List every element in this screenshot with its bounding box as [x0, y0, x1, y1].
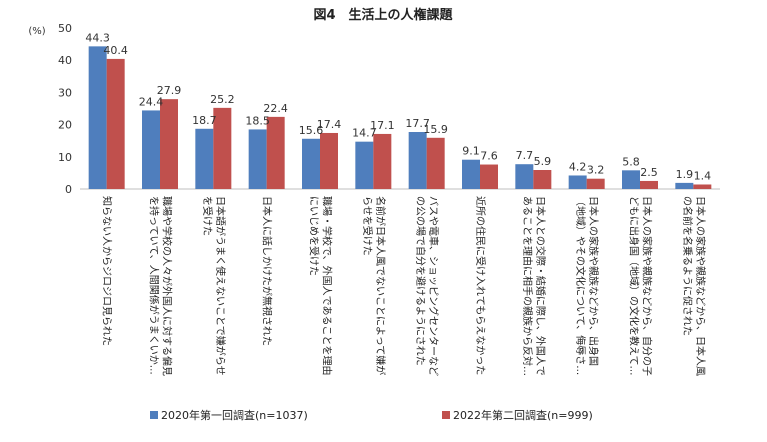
category-label: 知らない人からジロジロ見られた	[101, 196, 114, 346]
bar	[408, 132, 427, 189]
category-label: 日本人の家族や親族などから、日本人風	[694, 196, 707, 376]
bar	[195, 128, 214, 189]
data-label: 27.9	[157, 84, 182, 97]
bar	[462, 159, 480, 189]
category-label: を受けた	[201, 196, 213, 236]
data-label: 22.4	[263, 102, 288, 115]
bar	[693, 184, 712, 189]
data-label: 17.7	[405, 117, 430, 130]
category-label: にいじめを受けた	[308, 196, 320, 276]
bar	[568, 175, 587, 189]
data-label: 18.7	[192, 114, 217, 127]
data-label: 7.6	[480, 150, 498, 163]
bar	[355, 141, 374, 189]
y-tick-label: 10	[58, 151, 72, 164]
category-label: 職場や学校の人々が外国人に対する偏見	[161, 196, 174, 376]
bar	[142, 110, 160, 189]
category-label: 名前が日本人風でないことによって嫌が	[374, 196, 387, 375]
category-label: を持っていて、人間関係がうまくいか…	[148, 196, 161, 375]
category-label: 日本人に話しかけたが無視された	[261, 196, 274, 346]
category-label: （地域）やその文化について、侮辱さ…	[574, 196, 587, 375]
data-label: 7.7	[516, 149, 534, 162]
y-tick-label: 40	[58, 54, 72, 67]
data-label: 9.1	[462, 145, 480, 158]
data-label: 40.4	[103, 44, 128, 57]
data-label: 17.4	[317, 118, 342, 131]
category-label: あることを理由に相手の親族から反対…	[521, 196, 534, 376]
y-tick-label: 50	[58, 22, 72, 35]
category-label: の公の場で自分を避けるようにされた	[414, 196, 427, 366]
data-label: 5.8	[622, 155, 640, 168]
y-tick-label: 30	[58, 86, 72, 99]
data-label: 1.4	[694, 169, 712, 182]
category-label: バスや電車、ショッピングセンターなど	[427, 196, 440, 376]
bar	[533, 170, 552, 189]
legend-label: 2022年第二回調査(n=999)	[453, 408, 593, 422]
data-label: 1.9	[676, 168, 694, 181]
legend-swatch	[150, 411, 158, 419]
category-label: 日本語がうまく使えないことで嫌がらせ	[214, 196, 227, 376]
bar	[320, 132, 338, 189]
bar	[640, 180, 658, 189]
data-label: 44.3	[85, 31, 110, 44]
category-label: 職場・学校で、外国人であることを理由	[321, 196, 334, 376]
category-label: 日本人の家族や親族などから、出身国	[587, 196, 600, 366]
category-label: 日本人との交際・結婚に際し、外国人で	[534, 196, 547, 376]
bar	[426, 137, 445, 189]
data-labels: 44.340.4 24.427.9 18.7 25.2 18.522.4 15.617.4…	[85, 31, 711, 182]
data-label: 15.6	[299, 124, 324, 137]
category-label: の名前を名乗るように促された	[681, 196, 694, 336]
data-label: 5.9	[534, 155, 552, 168]
bar	[675, 182, 694, 189]
bar	[160, 99, 178, 189]
bar	[622, 170, 640, 189]
category-labels: 知らない人からジロジロ見られた 職場や学校の人々が外国人に対する偏見を持っていて、…	[101, 196, 707, 376]
data-label: 3.2	[587, 164, 605, 177]
bar	[88, 46, 107, 189]
legend-label: 2020年第一回調査(n=1037)	[161, 408, 308, 422]
legend-swatch	[442, 411, 450, 419]
y-axis: 0 10 20 30 40 50	[58, 22, 720, 196]
data-label: 4.2	[569, 160, 587, 173]
bar	[302, 138, 320, 189]
category-label: 日本人の家族や親族などから、自分の子	[641, 196, 654, 376]
bar	[480, 164, 498, 189]
y-tick-label: 20	[58, 119, 72, 132]
data-label: 24.4	[139, 95, 164, 108]
data-label: 17.1	[370, 119, 395, 132]
category-label: らせを受けた	[361, 196, 373, 256]
legend: 2020年第一回調査(n=1037) 2022年第二回調査(n=999)	[150, 408, 593, 422]
bar	[373, 133, 392, 189]
category-label: どもに出身国（地域）の文化を教えて…	[628, 196, 641, 376]
y-tick-label: 0	[65, 183, 72, 196]
data-label: 15.9	[423, 123, 448, 136]
data-label: 18.5	[245, 114, 270, 127]
chart-title: 図4 生活上の人権課題	[313, 7, 453, 23]
bar	[213, 107, 232, 189]
y-unit-label: (%)	[28, 26, 45, 37]
category-label: 近所の住民に受け入れてもらえなかった	[474, 196, 487, 375]
data-label: 25.2	[210, 93, 235, 106]
bar	[515, 164, 534, 189]
bar	[586, 178, 605, 189]
data-label: 2.5	[640, 166, 658, 179]
data-label: 14.7	[352, 127, 377, 140]
bars	[88, 46, 712, 189]
bar	[266, 116, 285, 189]
bar	[248, 129, 267, 189]
bar	[106, 58, 125, 189]
